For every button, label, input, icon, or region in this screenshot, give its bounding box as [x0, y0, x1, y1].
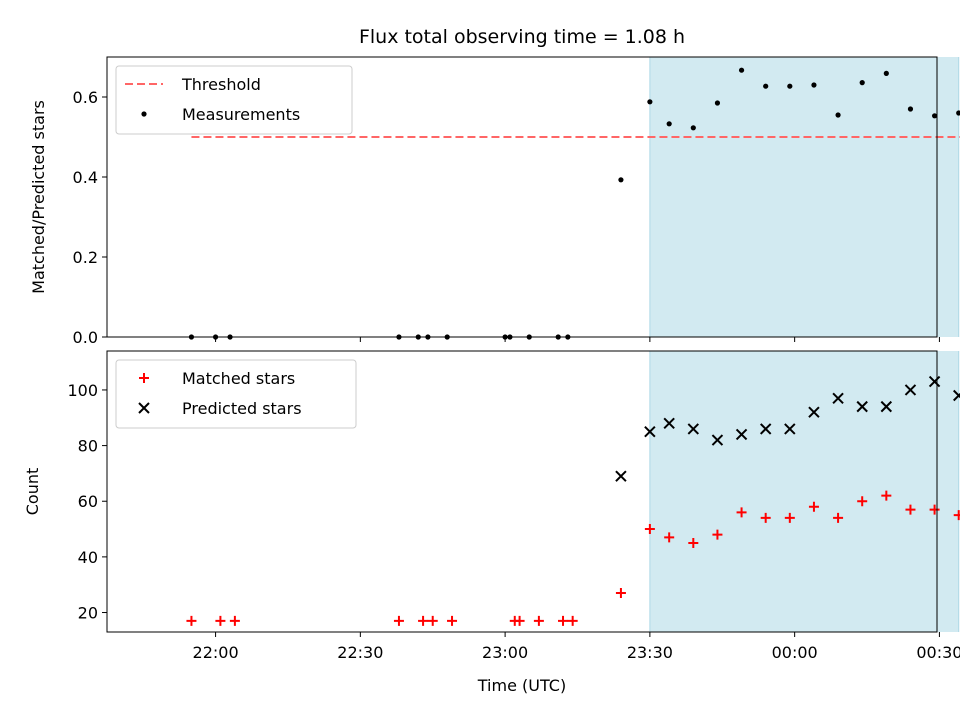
matched-stars-point [558, 615, 569, 626]
matched-stars-point [905, 504, 916, 515]
x-tick-label: 22:00 [193, 643, 239, 662]
y-tick-label: 0.6 [73, 88, 98, 107]
y-axis-title: Matched/Predicted stars [29, 100, 48, 294]
x-tick-label: 22:30 [337, 643, 383, 662]
measurement-point [690, 125, 696, 131]
matched-stars-point [664, 532, 675, 543]
predicted-stars-point [856, 400, 868, 413]
legend-box [115, 65, 353, 135]
measurement-point [618, 177, 624, 183]
measurement-point [835, 112, 841, 118]
measurement-point [931, 113, 938, 119]
measurement-point [647, 99, 653, 105]
y-tick-label: 20 [78, 604, 98, 623]
legend-matched-swatch [139, 373, 149, 383]
matched-stars-point [533, 615, 544, 626]
shaded-interval [649, 351, 959, 632]
legend-measurements-swatch [141, 111, 147, 117]
matched-stars-point [688, 537, 699, 548]
chart-title: Flux total observing time = 1.08 h [359, 26, 685, 48]
y-tick-label: 40 [78, 548, 98, 567]
axes-frame [106, 56, 938, 338]
matched-stars-point [736, 507, 747, 518]
measurement-point [907, 106, 914, 112]
predicted-stars-point [735, 428, 748, 441]
predicted-stars-point [808, 406, 820, 418]
legend-label: Threshold [181, 75, 261, 94]
measurement-point [666, 121, 672, 127]
x-tick-label: 00:00 [772, 643, 818, 662]
y-tick-label: 0.0 [73, 328, 98, 347]
measurement-point [787, 83, 793, 89]
matched-stars-point [615, 588, 626, 599]
panel-counts: 20 40 60 80 100 22:00 22:30 23:00 23:30 00:00 00:3… [23, 350, 960, 662]
matched-stars-point [953, 510, 960, 521]
matched-stars-point [857, 496, 868, 507]
y-tick-label: 0.2 [73, 248, 98, 267]
matched-stars-point [229, 615, 240, 626]
matched-stars-point [808, 501, 819, 512]
predicted-stars-point [880, 400, 893, 413]
predicted-stars-point [832, 392, 844, 405]
matched-stars-point [567, 615, 578, 626]
measurement-point [859, 80, 865, 86]
predicted-stars-point [663, 417, 675, 430]
predicted-stars-point [687, 423, 700, 435]
measurement-point [738, 67, 745, 73]
matched-stars-point [418, 615, 429, 626]
legend: Matched stars Predicted stars [115, 359, 357, 429]
measurement-point [956, 110, 960, 116]
measurement-point [714, 100, 721, 106]
predicted-stars-point [928, 375, 941, 388]
matched-stars-point [881, 490, 892, 501]
shaded-interval [649, 57, 959, 337]
matched-stars-point [186, 615, 197, 626]
predicted-stars-point [711, 434, 724, 446]
matched-stars-point [427, 615, 438, 626]
x-axis-title: Time (UTC) [477, 676, 566, 695]
y-tick-label: 60 [78, 492, 98, 511]
matched-stars-point [929, 504, 940, 515]
matched-stars-point [760, 512, 771, 523]
predicted-stars-point [644, 425, 656, 438]
measurement-point [883, 70, 889, 76]
matched-stars-point [712, 529, 723, 540]
legend: Threshold Measurements [115, 65, 353, 135]
matched-stars-point [644, 524, 655, 535]
predicted-stars-point [784, 423, 796, 435]
legend-label: Predicted stars [182, 399, 302, 418]
matched-stars-point [393, 615, 404, 626]
legend-predicted-swatch [138, 402, 150, 414]
panel-measurements: 0.0 0.2 0.4 0.6 Matched/Predicted stars Thres… [29, 56, 960, 347]
y-tick-label: 80 [78, 437, 98, 456]
matched-stars-point [833, 512, 844, 523]
legend-label: Matched stars [182, 369, 295, 388]
x-tick-label: 23:30 [627, 643, 673, 662]
predicted-stars-point [615, 470, 627, 482]
matched-stars-point [514, 615, 525, 626]
matched-stars-point [215, 615, 226, 626]
x-tick-label: 00:30 [916, 643, 960, 662]
y-tick-label: 100 [67, 381, 98, 400]
y-tick-label: 0.4 [73, 168, 98, 187]
matched-stars-point [447, 615, 458, 626]
measurement-point [811, 82, 817, 88]
legend-label: Measurements [182, 105, 300, 124]
matched-stars-point [784, 512, 795, 523]
measurement-point [763, 83, 769, 89]
y-axis-title: Count [23, 468, 42, 516]
predicted-stars-point [953, 389, 960, 402]
x-tick-label: 23:00 [482, 643, 528, 662]
predicted-stars-point [759, 423, 772, 435]
legend-box [115, 359, 357, 429]
axes-frame [106, 350, 938, 633]
predicted-stars-point [904, 384, 917, 396]
